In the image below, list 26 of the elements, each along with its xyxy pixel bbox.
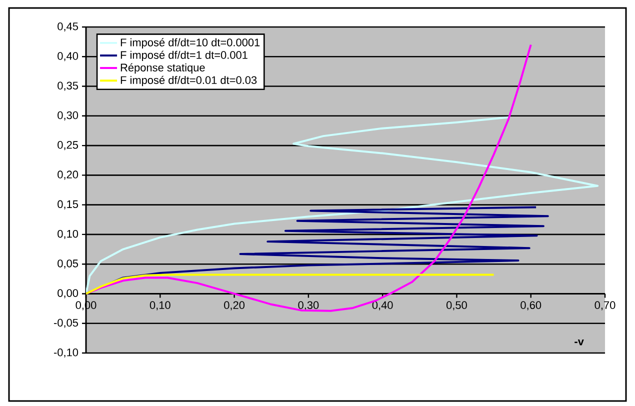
y-tick-label: 0,10 xyxy=(58,230,78,239)
y-tick-label: 0,00 xyxy=(58,289,78,298)
y-tick-label: 0,30 xyxy=(58,111,78,120)
legend-label: F imposé df/dt=10 dt=0.0001 xyxy=(120,38,260,48)
x-tick-label: 0,60 xyxy=(520,301,542,310)
y-tick-label: 0,15 xyxy=(58,200,78,210)
y-tick-label: 0,40 xyxy=(58,52,78,62)
y-tick-label: -0,10 xyxy=(54,348,78,358)
x-axis-title: -v xyxy=(574,339,584,346)
x-tick-label: 0,50 xyxy=(446,301,467,310)
line-series xyxy=(86,116,599,295)
x-tick-label: 0,20 xyxy=(224,301,245,310)
x-tick-label: 0,40 xyxy=(372,301,393,310)
y-tick-label: -0,05 xyxy=(54,318,78,328)
legend-label: F imposé df/dt=0.01 dt=0.03 xyxy=(120,76,257,86)
legend-label: F imposé df/dt=1 dt=0.001 xyxy=(120,50,248,62)
y-tick-label: 0,45 xyxy=(58,22,78,32)
x-tick-label: 0,10 xyxy=(150,301,170,310)
legend-label: Réponse statique xyxy=(120,63,205,74)
y-tick-label: 0,05 xyxy=(58,260,78,269)
y-tick-label: 0,20 xyxy=(58,170,78,180)
y-tick-label: 0,25 xyxy=(58,141,78,150)
x-tick-label: 0,70 xyxy=(594,301,616,310)
y-tick-label: 0,35 xyxy=(58,82,78,91)
line-series xyxy=(86,274,495,295)
x-tick-label: 0,30 xyxy=(298,301,319,310)
